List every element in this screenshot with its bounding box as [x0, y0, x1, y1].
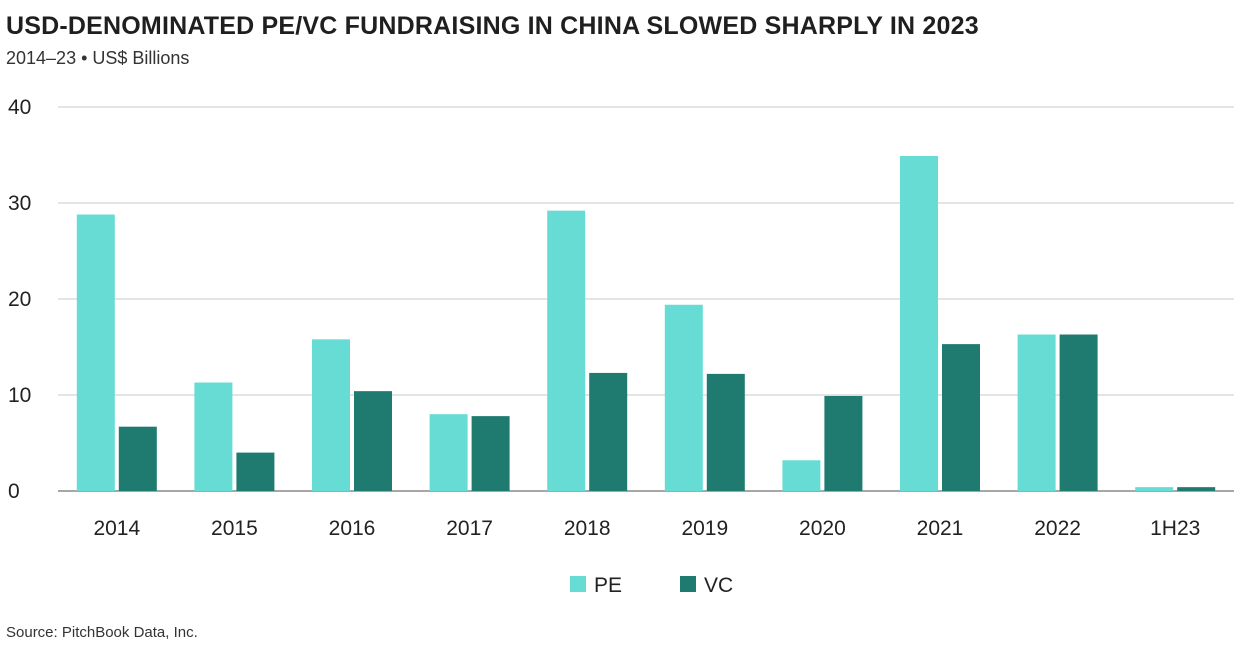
y-tick-label: 40 — [8, 96, 31, 119]
bar-pe-2014 — [76, 214, 115, 491]
bar-pe-2015 — [194, 382, 233, 491]
bar-pe-1h23 — [1135, 487, 1174, 491]
source-note: Source: PitchBook Data, Inc. — [6, 624, 198, 641]
legend-label-vc: VC — [704, 574, 733, 597]
bar-vc-2016 — [354, 391, 392, 491]
legend: PE VC — [570, 574, 733, 597]
x-tick-label: 2015 — [211, 517, 258, 540]
bar-pe-2020 — [782, 460, 821, 491]
x-tick-label: 2020 — [799, 517, 846, 540]
x-tick-label: 2016 — [329, 517, 376, 540]
bar-vc-2014 — [118, 426, 157, 491]
x-axis-labels: 2014 2015 2016 2017 2018 2019 2020 2021 2022 1H23 — [93, 517, 1200, 540]
legend-swatch-vc — [680, 576, 696, 592]
bar-vc-2019 — [706, 373, 745, 491]
y-tick-label: 30 — [8, 192, 31, 215]
bar-pe-2022 — [1017, 334, 1056, 491]
bar-pe-2019 — [664, 304, 703, 491]
bar-vc-2022 — [1059, 334, 1098, 491]
chart-title: USD-DENOMINATED PE/VC FUNDRAISING IN CHI… — [6, 12, 979, 40]
bar-pe-2017 — [429, 414, 468, 491]
x-tick-label: 2014 — [93, 517, 140, 540]
chart-subtitle: 2014–23 • US$ Billions — [6, 48, 190, 68]
legend-label-pe: PE — [594, 574, 622, 597]
x-tick-label: 2017 — [446, 517, 493, 540]
bar-pe-2021 — [900, 155, 938, 491]
bar-vc-1h23 — [1177, 487, 1216, 491]
bar-pe-2018 — [547, 210, 586, 491]
x-tick-label: 1H23 — [1150, 517, 1200, 540]
gridlines — [58, 106, 1234, 492]
x-tick-label: 2019 — [681, 517, 728, 540]
x-tick-label: 2022 — [1034, 517, 1081, 540]
legend-swatch-pe — [570, 576, 586, 592]
bar-pe-2016 — [312, 339, 350, 491]
bar-vc-2020 — [824, 395, 863, 491]
x-tick-label: 2021 — [917, 517, 964, 540]
y-axis-ticks: 0 10 20 30 40 — [8, 96, 31, 503]
y-tick-label: 0 — [8, 480, 20, 503]
bars — [76, 155, 1216, 491]
y-tick-label: 20 — [8, 288, 31, 311]
y-tick-label: 10 — [8, 384, 31, 407]
bar-vc-2021 — [942, 344, 980, 491]
bar-vc-2015 — [236, 452, 275, 491]
bar-vc-2018 — [589, 372, 628, 491]
bar-vc-2017 — [471, 416, 510, 491]
x-tick-label: 2018 — [564, 517, 611, 540]
